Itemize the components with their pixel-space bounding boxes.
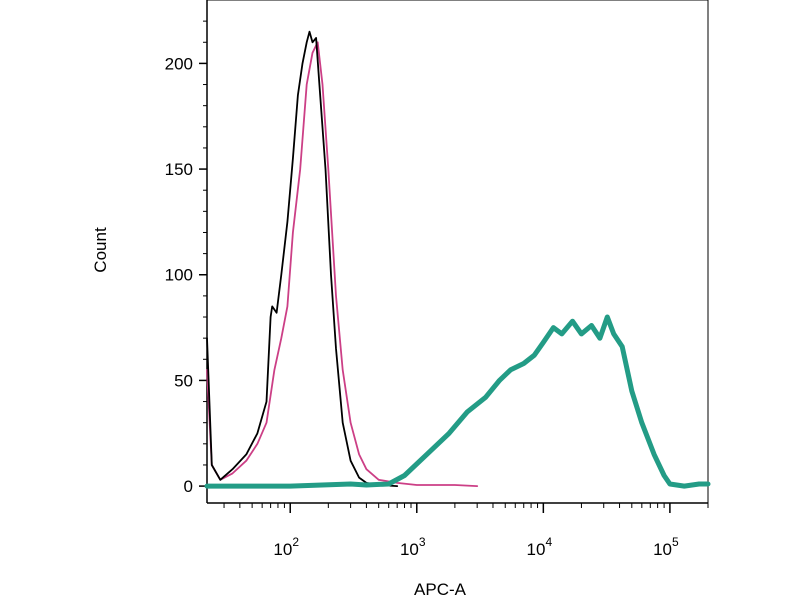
y-tick-label: 50 [174, 371, 193, 390]
x-tick-label: 105 [653, 535, 679, 559]
x-tick-label: 103 [400, 535, 426, 559]
x-tick-exponent: 3 [419, 535, 426, 549]
x-tick-label: 104 [527, 535, 553, 559]
x-tick-base: 10 [653, 540, 672, 559]
histogram-series-black [206, 30, 399, 488]
histogram-series-magenta [206, 41, 479, 488]
plot-area [207, 0, 708, 503]
x-ticks: 102 103 104 105 [223, 503, 709, 559]
x-tick-base: 10 [527, 540, 546, 559]
x-tick-base: 10 [273, 540, 292, 559]
y-tick-label: 0 [184, 477, 193, 496]
histogram-series-teal [204, 314, 711, 489]
x-tick-label: 102 [273, 535, 299, 559]
y-axis-title: Count [91, 227, 110, 273]
x-tick-exponent: 4 [545, 535, 552, 549]
y-tick-label: 150 [165, 160, 193, 179]
x-tick-exponent: 2 [292, 535, 299, 549]
plot-frame [206, 0, 709, 504]
series-layer [204, 30, 711, 489]
x-tick-exponent: 5 [672, 535, 679, 549]
x-tick-base: 10 [400, 540, 419, 559]
y-ticks: 0 50 100 150 200 [165, 20, 207, 496]
x-axis-title: APC-A [414, 580, 467, 599]
y-tick-label: 100 [165, 266, 193, 285]
y-tick-label: 200 [165, 54, 193, 73]
